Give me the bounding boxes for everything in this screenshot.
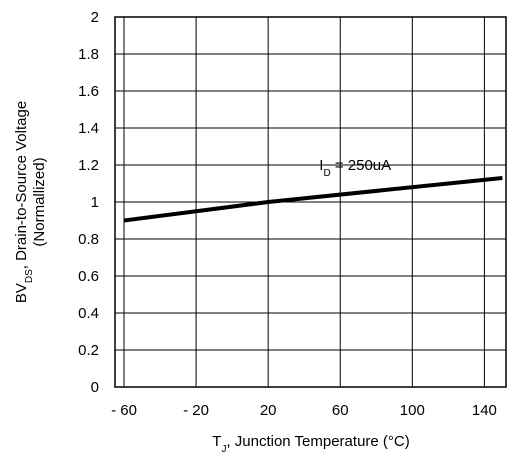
y-tick-label: 2: [91, 9, 99, 26]
y-axis-label-line1: BVDS, Drain-to-Source Voltage: [13, 101, 35, 303]
ticks-layer: 0 0.2 0.4 0.6 0.8 1 1.2 1.4 1.6 1.8 2 - 60 - 20 20 60 1…: [78, 9, 497, 419]
annotation-rest: = 250uA: [331, 157, 391, 174]
y-axis-label-rest: , Drain-to-Source Voltage: [13, 101, 30, 269]
annotation-pre: I: [319, 157, 323, 174]
y-tick-label: 0.8: [78, 231, 99, 248]
annotation-sub: D: [323, 167, 330, 178]
x-tick-label: - 60: [111, 402, 137, 419]
plot-frame: [114, 16, 507, 388]
x-tick-label: 20: [260, 402, 277, 419]
annotation-label: ID = 250uA: [319, 157, 391, 179]
x-axis-label: TJ, Junction Temperature (°C): [212, 433, 409, 455]
x-tick-label: - 20: [183, 402, 209, 419]
y-tick-label: 1: [91, 194, 99, 211]
y-tick-label: 0.2: [78, 342, 99, 359]
grid-layer: [115, 16, 506, 388]
series-line: [123, 175, 503, 223]
y-axis-label-pre: BV: [13, 283, 30, 303]
y-axis-label-line2: (Normallized): [31, 157, 48, 246]
x-tick-label: 140: [472, 402, 497, 419]
y-tick-label: 0.4: [78, 305, 99, 322]
x-axis-label-rest: , Junction Temperature (°C): [226, 433, 409, 450]
series-layer: [123, 175, 503, 223]
x-tick-label: 100: [400, 402, 425, 419]
y-tick-label: 0: [91, 379, 99, 396]
y-axis-label-sub: DS: [24, 269, 35, 283]
x-axis-label-pre: T: [212, 433, 221, 450]
x-axis-label-sub: J: [221, 444, 226, 455]
y-tick-label: 1.4: [78, 120, 99, 137]
y-tick-label: 0.6: [78, 268, 99, 285]
y-tick-label: 1.8: [78, 46, 99, 63]
y-tick-label: 1.6: [78, 83, 99, 100]
x-tick-label: 60: [332, 402, 349, 419]
y-tick-label: 1.2: [78, 157, 99, 174]
